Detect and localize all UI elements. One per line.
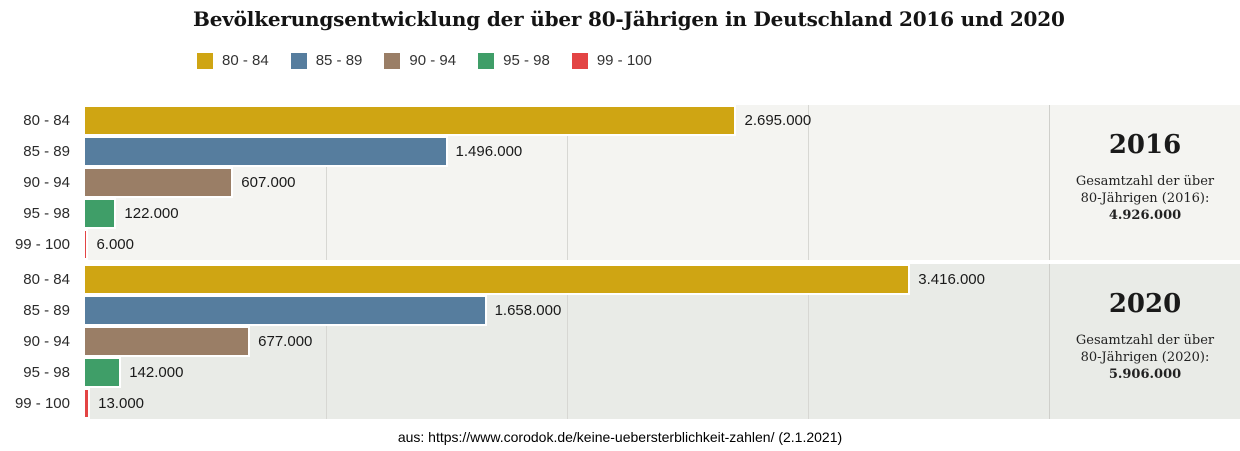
bar (85, 229, 89, 260)
summary-line: 80-Jährigen (2016): (1080, 191, 1210, 206)
bar (85, 357, 122, 388)
legend-swatch-icon (290, 52, 307, 69)
category-label: 90 - 94 (23, 174, 70, 191)
gridline (326, 264, 327, 419)
chart-caption: aus: https://www.corodok.de/keine-uebers… (397, 429, 843, 445)
bar-value-label: 142.000 (129, 364, 184, 381)
bar (85, 167, 234, 198)
legend-swatch-icon (384, 52, 401, 69)
category-label: 90 - 94 (23, 333, 70, 350)
category-label: 95 - 98 (23, 205, 70, 222)
legend-item: 85 - 89 (290, 52, 363, 69)
chart-section-2020: 80 - 84 3.416.000 85 - 89 1.658.000 90 - 94 6… (0, 264, 1240, 419)
summary-line: 80-Jährigen (2020): (1080, 350, 1210, 365)
category-label: 80 - 84 (23, 112, 70, 129)
year-title: 2016 (1108, 130, 1182, 160)
legend-item: 90 - 94 (384, 52, 456, 69)
bar-value-label: 122.000 (124, 205, 179, 222)
bar-value-label: 677.000 (258, 333, 313, 350)
category-label: 99 - 100 (14, 236, 70, 253)
summary-text: Gesamtzahl der über 80-Jährigen (2016): 4.… (1050, 173, 1240, 224)
bar (85, 295, 487, 326)
summary-text: Gesamtzahl der über 80-Jährigen (2020): 5.… (1050, 332, 1240, 383)
gridline (808, 264, 809, 419)
year-title: 2020 (1108, 289, 1182, 319)
gridline (808, 105, 809, 260)
gridline (567, 105, 568, 260)
category-label: 99 - 100 (14, 395, 70, 412)
legend-label: 85 - 89 (315, 52, 363, 69)
legend-label: 95 - 98 (503, 52, 550, 69)
chart-legend: 80 - 84 85 - 89 90 - 94 95 - 98 99 - 100 (197, 52, 652, 69)
legend-swatch-icon (478, 52, 495, 69)
bar (85, 388, 91, 419)
legend-swatch-icon (571, 52, 588, 69)
chart-section-2016: 80 - 84 2.695.000 85 - 89 1.496.000 90 - 94 6… (0, 105, 1240, 260)
legend-swatch-icon (197, 52, 213, 69)
category-label: 85 - 89 (23, 302, 70, 319)
bar-value-label: 607.000 (241, 174, 296, 191)
bar-value-label: 6.000 (96, 236, 134, 253)
category-label: 80 - 84 (23, 271, 70, 288)
summary-line: Gesamtzahl der über (1075, 174, 1215, 189)
bar (85, 264, 911, 295)
summary-total: 4.926.000 (1108, 208, 1182, 223)
bar-value-label: 2.695.000 (744, 112, 812, 129)
legend-label: 99 - 100 (596, 52, 652, 69)
year-panel: 2016 Gesamtzahl der über 80-Jährigen (2016… (1049, 105, 1240, 260)
legend-label: 80 - 84 (222, 52, 269, 69)
legend-label: 90 - 94 (409, 52, 457, 69)
year-panel: 2020 Gesamtzahl der über 80-Jährigen (2020… (1049, 264, 1240, 419)
legend-item: 80 - 84 (197, 52, 269, 69)
category-label: 85 - 89 (23, 143, 70, 160)
bar (85, 198, 117, 229)
summary-total: 5.906.000 (1108, 367, 1182, 382)
gridline (567, 264, 568, 419)
legend-item: 95 - 98 (478, 52, 550, 69)
category-label: 95 - 98 (23, 364, 70, 381)
gridline (326, 105, 327, 260)
bar (85, 136, 448, 167)
summary-line: Gesamtzahl der über (1075, 333, 1215, 348)
bar-value-label: 1.658.000 (494, 302, 562, 319)
bar (85, 105, 737, 136)
bar-value-label: 1.496.000 (455, 143, 523, 160)
legend-item: 99 - 100 (571, 52, 652, 69)
bar (85, 326, 251, 357)
bar-value-label: 13.000 (98, 395, 145, 412)
bar-value-label: 3.416.000 (918, 271, 985, 288)
chart-title: Bevölkerungsentwicklung der über 80-Jähr… (193, 7, 1065, 31)
chart-plot-area: 80 - 84 2.695.000 85 - 89 1.496.000 90 - 94 6… (0, 105, 1240, 423)
